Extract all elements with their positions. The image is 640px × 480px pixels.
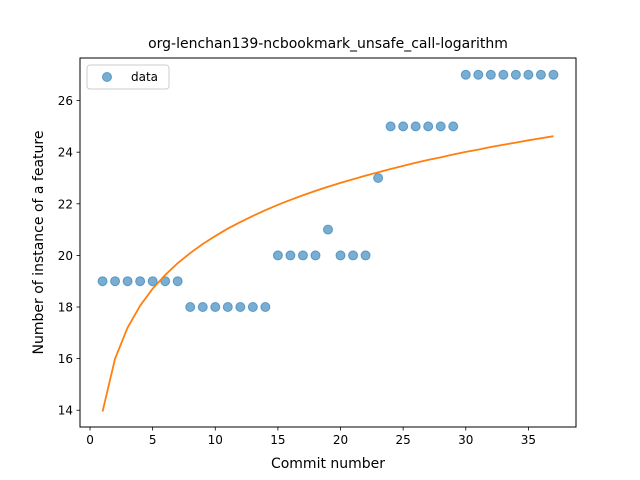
data-point bbox=[197, 302, 208, 313]
data-point bbox=[323, 224, 333, 235]
x-tick-label: 5 bbox=[149, 433, 157, 447]
data-point bbox=[297, 250, 308, 261]
x-tick-label: 35 bbox=[521, 433, 536, 447]
data-point bbox=[398, 121, 409, 132]
data-point bbox=[247, 302, 258, 313]
y-tick-label: 14 bbox=[58, 404, 73, 418]
data-point bbox=[535, 69, 546, 80]
axes-frame bbox=[79, 57, 577, 428]
data-point bbox=[135, 276, 146, 287]
data-point bbox=[110, 276, 121, 287]
y-tick-label: 20 bbox=[58, 249, 73, 263]
x-tick-label: 0 bbox=[86, 433, 94, 447]
data-point bbox=[523, 69, 534, 80]
data-point bbox=[335, 250, 346, 261]
y-tick-label: 16 bbox=[58, 352, 73, 366]
data-point bbox=[473, 69, 484, 80]
x-tick-label: 20 bbox=[333, 433, 348, 447]
data-point bbox=[510, 69, 521, 80]
data-point bbox=[485, 69, 496, 80]
data-point bbox=[548, 69, 559, 80]
data-point bbox=[185, 302, 196, 313]
y-tick-label: 18 bbox=[58, 301, 73, 315]
data-point bbox=[310, 250, 321, 261]
data-point bbox=[448, 121, 459, 132]
data-point bbox=[360, 250, 371, 261]
data-point bbox=[385, 121, 396, 132]
x-tick-label: 30 bbox=[458, 433, 473, 447]
x-tick-label: 10 bbox=[208, 433, 223, 447]
y-tick-label: 26 bbox=[58, 94, 73, 108]
x-axis-label: Commit number bbox=[271, 456, 385, 472]
data-point bbox=[210, 302, 221, 313]
plot-area bbox=[97, 69, 559, 412]
data-point bbox=[235, 302, 246, 313]
data-point bbox=[147, 276, 158, 287]
data-point bbox=[373, 172, 384, 183]
data-point bbox=[498, 69, 509, 80]
data-point bbox=[423, 121, 434, 132]
data-point bbox=[410, 121, 421, 132]
data-point bbox=[460, 69, 471, 80]
data-point bbox=[348, 250, 359, 261]
data-point bbox=[97, 276, 108, 287]
legend-label-data: data bbox=[131, 70, 158, 84]
data-point bbox=[260, 302, 271, 313]
fit-line bbox=[101, 135, 554, 412]
legend-marker-data bbox=[102, 72, 112, 82]
data-point bbox=[435, 121, 446, 132]
data-point bbox=[272, 250, 283, 261]
data-point bbox=[222, 302, 233, 313]
legend: data bbox=[86, 64, 170, 90]
x-tick-label: 25 bbox=[396, 433, 411, 447]
x-tick-label: 15 bbox=[270, 433, 285, 447]
data-point bbox=[285, 250, 296, 261]
y-axis-label: Number of instance of a feature bbox=[31, 131, 47, 355]
y-tick-label: 22 bbox=[58, 197, 73, 211]
legend-box bbox=[86, 64, 170, 90]
data-point bbox=[172, 276, 183, 287]
axis-ticks: 0 5 10 15 20 25 30 35 14 16 18 20 22 24 26 bbox=[58, 94, 536, 447]
y-tick-label: 24 bbox=[58, 146, 73, 160]
data-point bbox=[122, 276, 133, 287]
chart-title: org-lenchan139-ncbookmark_unsafe_call-lo… bbox=[148, 36, 508, 52]
